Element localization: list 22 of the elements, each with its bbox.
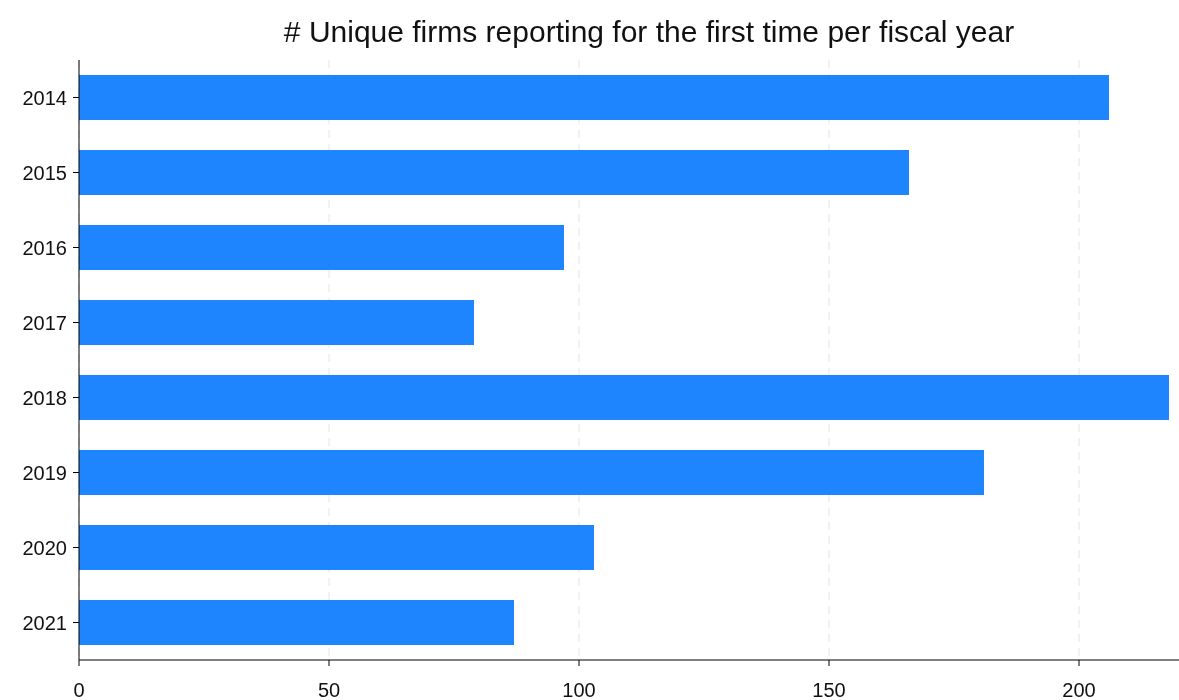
bar [79,75,1109,120]
bar [79,225,564,270]
bar [79,450,984,495]
y-tick-label: 2015 [22,161,67,184]
y-tick-label: 2021 [22,611,67,634]
y-tick-label: 2017 [22,311,67,334]
bar [79,600,514,645]
y-tick-label: 2018 [22,386,67,409]
y-tick-label: 2019 [22,461,67,484]
x-tick-label: 0 [73,679,85,700]
x-tick-label: 200 [1062,679,1096,700]
bar [79,300,474,345]
bar [79,150,909,195]
y-tick-label: 2014 [22,86,67,109]
x-tick-label: 150 [812,679,846,700]
x-tick-label: 100 [562,679,596,700]
bar [79,525,594,570]
x-tick-label: 50 [317,679,341,700]
y-tick-label: 2020 [22,536,67,559]
bar [79,375,1169,420]
chart-title: # Unique firms reporting for the first time per fiscal year [283,15,1015,48]
y-tick-label: 2016 [22,236,67,259]
